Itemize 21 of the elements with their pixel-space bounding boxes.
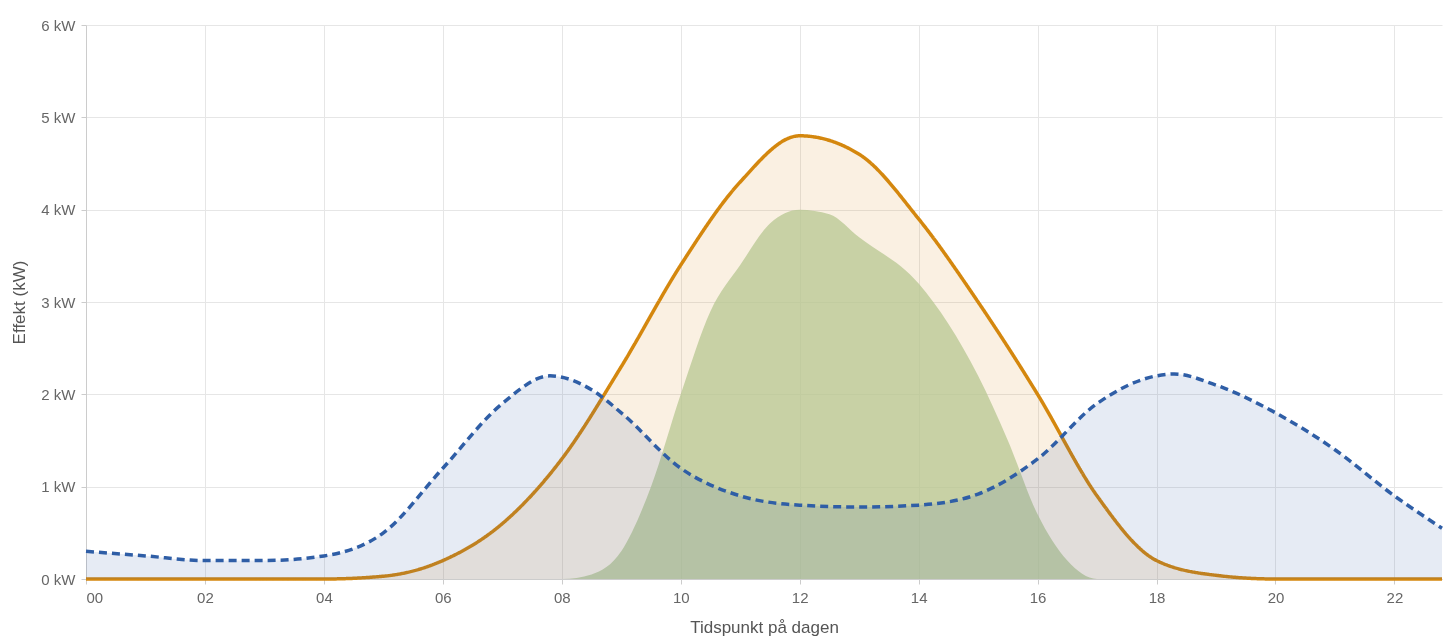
x-axis-title: Tidspunkt på dagen	[690, 617, 839, 637]
y-tick-label: 5 kW	[41, 108, 77, 126]
x-tick-label: 22	[1386, 588, 1404, 606]
y-axis-title: Effekt (kW)	[10, 260, 30, 345]
x-tick-label: 20	[1267, 588, 1285, 606]
x-tick-label: 18	[1148, 588, 1166, 606]
x-tick-label: 12	[791, 588, 809, 606]
x-tick-label: 02	[197, 588, 214, 606]
y-tick-label: 2 kW	[41, 385, 77, 403]
y-tick-label: 6 kW	[41, 16, 77, 34]
x-tick-label: 10	[672, 588, 690, 606]
y-tick-label: 3 kW	[41, 293, 77, 311]
y-tick-label: 0 kW	[41, 570, 77, 588]
x-tick-label: 00	[86, 588, 104, 606]
x-tick-label: 14	[910, 588, 928, 606]
y-tick-label: 4 kW	[41, 201, 77, 219]
x-tick-label: 06	[435, 588, 452, 606]
y-tick-label: 1 kW	[41, 478, 77, 496]
x-tick-label: 04	[316, 588, 333, 606]
x-tick-label: 08	[553, 588, 571, 606]
x-tick-label: 16	[1029, 588, 1047, 606]
